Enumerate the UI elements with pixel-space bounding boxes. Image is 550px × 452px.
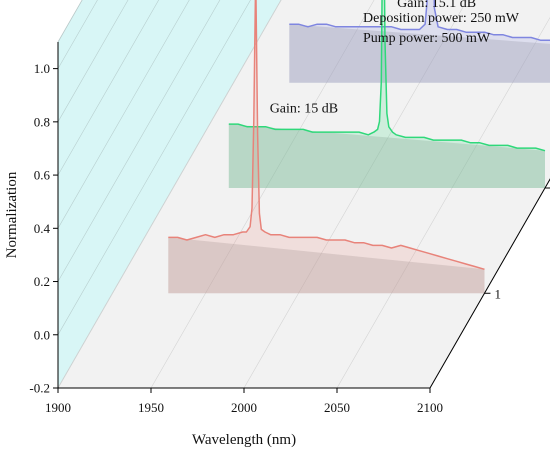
y-tick-label: 0.6 — [34, 168, 51, 183]
y-tick-label: -0.2 — [29, 381, 50, 396]
x-tick-label: 2050 — [324, 400, 350, 415]
series-1-gain-label: Gain: 15 dB — [270, 101, 338, 116]
x-gridline — [336, 16, 550, 389]
series-3-line — [289, 0, 550, 42]
series-1-drop-box — [168, 237, 485, 294]
power-annotation: Deposition power: 250 mW — [363, 11, 520, 26]
x-tick-label: 2100 — [417, 400, 443, 415]
series-1-line — [168, 0, 485, 271]
y-gridline — [57, 0, 160, 176]
x-tick-label: 1950 — [138, 400, 164, 415]
power-annotation: Pump power: 500 mW — [363, 31, 491, 46]
y-gridline — [57, 0, 190, 229]
y-gridline — [57, 0, 221, 282]
series-3-area — [289, 0, 550, 83]
x-tick-label: 1900 — [45, 400, 71, 415]
series-1-area — [168, 0, 485, 294]
series-2-line — [228, 0, 546, 152]
z-tick-label: 1 — [494, 286, 501, 301]
y-tick-label: 1.0 — [34, 61, 50, 76]
x-axis-title: Wavelength (nm) — [192, 432, 296, 448]
x-gridline — [57, 0, 282, 389]
y-tick-label: 0.4 — [34, 221, 51, 236]
x-gridline — [150, 0, 375, 389]
y-tick-label: 0.0 — [34, 327, 50, 342]
x-gridline — [243, 0, 468, 389]
y-tick-label: 0.8 — [34, 114, 50, 129]
y-tick-label: 0.2 — [34, 274, 50, 289]
axes-group — [53, 42, 550, 393]
series-group — [168, 0, 550, 294]
y-gridline — [57, 0, 251, 335]
series-3-drop-box — [289, 24, 550, 83]
y-axis-title: Normalization — [4, 171, 20, 258]
x-tick-label: 2000 — [231, 400, 257, 415]
series-2-drop-box — [228, 124, 546, 188]
series-2-area — [228, 0, 545, 188]
series-2-gain-label: Gain: 15.1 dB — [397, 0, 476, 11]
